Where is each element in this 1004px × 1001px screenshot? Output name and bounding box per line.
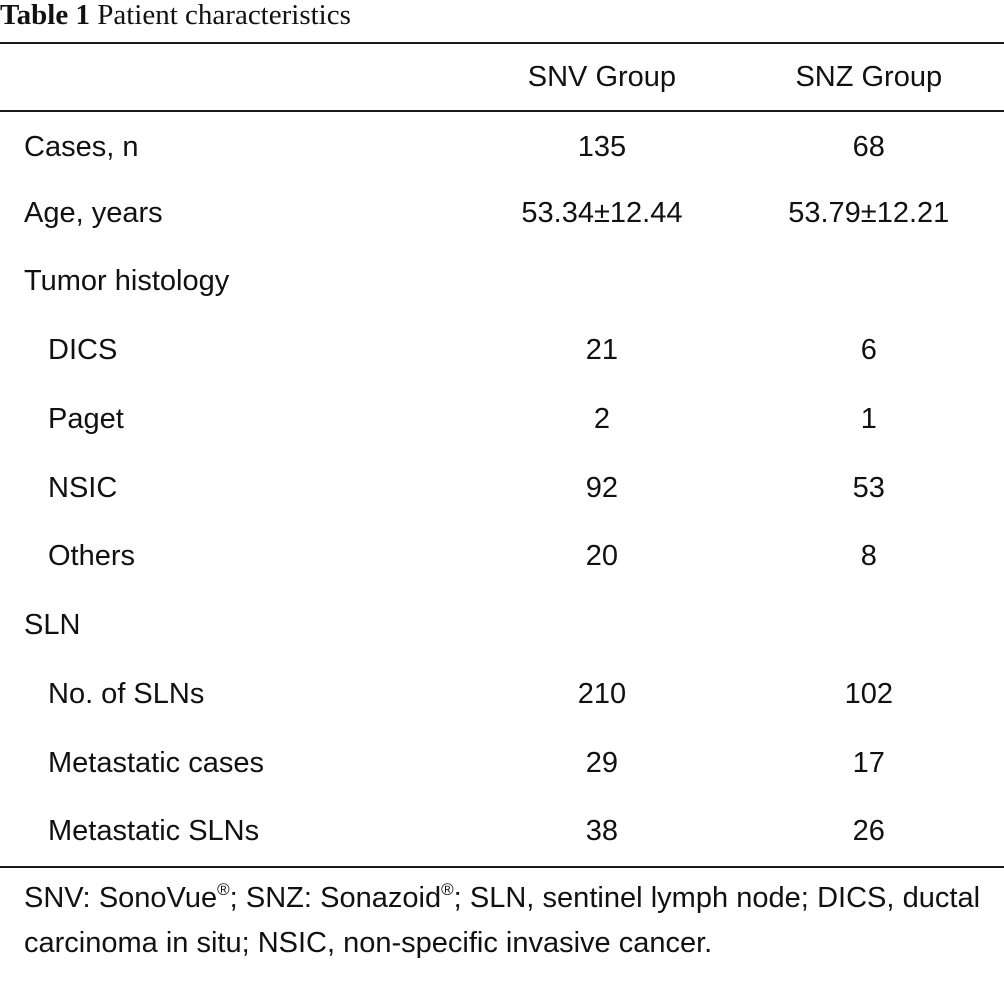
footnote-text-snv: SNV: SonoVue (24, 882, 218, 914)
snz-value: 53.79±12.21 (788, 196, 950, 229)
registered-mark: ® (217, 880, 230, 899)
top-rule (0, 42, 1004, 44)
snz-value: 68 (852, 130, 885, 163)
patient-characteristics-table: SNV Group SNZ Group Cases, n 135 68 Age, ye… (0, 44, 1004, 866)
table-footnote: SNV: SonoVue®; SNZ: Sonazoid®; SLN, sent… (24, 876, 980, 966)
snv-value: 210 (577, 677, 627, 710)
snz-value: 53 (852, 471, 885, 504)
table-body: Cases, n 135 68 Age, years 53.34±12.44 53.79±… (0, 110, 1004, 866)
snv-value (470, 248, 733, 317)
table-row: Cases, n 135 68 (0, 110, 1004, 179)
snz-value: 102 (844, 677, 893, 710)
table-row: Age, years 53.34±12.44 53.79±12.21 (0, 179, 1004, 248)
row-label: SLN (24, 609, 81, 642)
table-caption-title: Patient characteristics (97, 0, 351, 31)
table-row: No. of SLNs 210 102 (0, 660, 1004, 729)
bottom-rule (0, 866, 1004, 868)
table-row: SLN (0, 591, 1004, 660)
table-row: Metastatic cases 29 17 (0, 729, 1004, 798)
header-cell-empty (0, 44, 470, 110)
table-caption: Table 1 Patient characteristics (0, 0, 351, 40)
row-label: DICS (48, 334, 118, 367)
registered-mark: ® (441, 880, 454, 899)
row-label: Age, years (24, 196, 163, 229)
snz-value: 8 (860, 540, 877, 573)
row-label: Metastatic cases (48, 746, 264, 779)
snv-value: 20 (585, 540, 619, 573)
snv-value: 21 (585, 334, 619, 367)
row-label: Others (48, 540, 136, 573)
row-label: Paget (48, 402, 124, 435)
footnote-text-snz: ; SNZ: Sonazoid (229, 882, 442, 914)
table-row: DICS 21 6 (0, 316, 1004, 385)
table-row: Tumor histology (0, 248, 1004, 317)
snz-value (734, 591, 1004, 660)
table-caption-label: Table 1 (0, 0, 90, 31)
row-label: No. of SLNs (48, 677, 205, 710)
snv-value: 29 (585, 746, 619, 779)
snv-value: 92 (585, 471, 619, 504)
footnote-text-definitions: ; SLN, sentinel lymph node; DICS, ductal… (24, 882, 981, 959)
row-label: NSIC (48, 471, 118, 504)
header-cell-snv-group: SNV Group (527, 60, 677, 93)
table-row: Metastatic SLNs 38 26 (0, 798, 1004, 867)
snv-value: 2 (593, 402, 610, 435)
row-label: Tumor histology (24, 265, 230, 298)
table-row: NSIC 92 53 (0, 454, 1004, 523)
table-row: Others 20 8 (0, 523, 1004, 592)
snv-value: 135 (577, 130, 627, 163)
snz-value: 6 (860, 334, 877, 367)
table-header-row: SNV Group SNZ Group (0, 44, 1004, 110)
header-cell-snz-group: SNZ Group (795, 60, 943, 93)
header-rule (0, 110, 1004, 112)
table-row: Paget 2 1 (0, 385, 1004, 454)
snv-value: 38 (585, 815, 619, 848)
snv-value (470, 591, 733, 660)
row-label: Cases, n (24, 130, 139, 163)
snz-value: 26 (852, 815, 885, 848)
row-label: Metastatic SLNs (48, 815, 260, 848)
snz-value: 17 (852, 746, 885, 779)
snz-value: 1 (860, 402, 877, 435)
snv-value: 53.34±12.44 (521, 196, 683, 229)
snz-value (734, 248, 1004, 317)
